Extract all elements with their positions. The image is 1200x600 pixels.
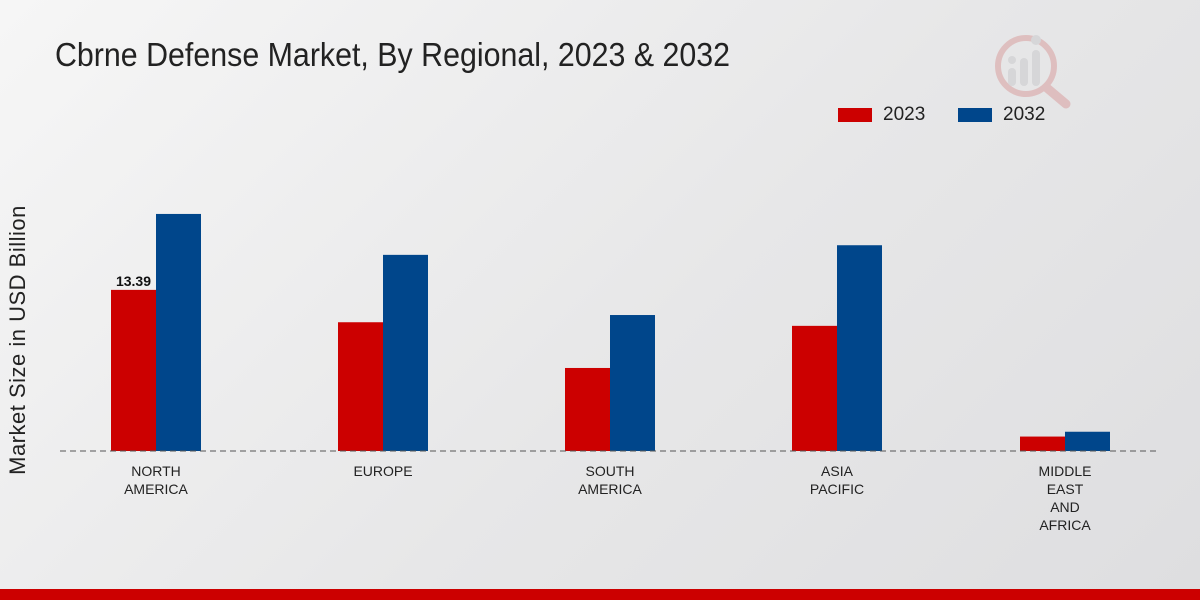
bar-2032-2 <box>610 315 655 451</box>
bottom-accent-bar <box>0 589 1200 600</box>
bar-2032-4 <box>1065 431 1110 451</box>
legend-label-2032: 2032 <box>1003 104 1046 125</box>
x-tick-label-3: ASIA PACIFIC <box>809 463 865 497</box>
analytics-magnifier-icon <box>995 35 1071 109</box>
legend-label-2023: 2023 <box>883 104 926 125</box>
bar-2023-1 <box>338 322 383 451</box>
legend-item-2032: 2032 <box>958 104 1045 126</box>
bar-2032-0 <box>156 213 201 451</box>
legend-swatch-2023 <box>838 108 872 122</box>
bar-2023-3 <box>792 325 837 451</box>
bar-2032-1 <box>383 254 428 451</box>
bar-2023-4 <box>1020 436 1065 451</box>
legend-swatch-2032 <box>958 108 992 122</box>
x-tick-label-2: SOUTH AMERICA <box>578 463 642 497</box>
bar-2023-2 <box>565 367 610 451</box>
bar-2032-3 <box>837 245 882 451</box>
data-label-0: 13.39 <box>116 273 151 289</box>
x-tick-label-0: NORTH AMERICA <box>124 463 188 497</box>
x-tick-label-1: EUROPE <box>353 463 413 479</box>
x-tick-label-4: MIDDLE EAST AND AFRICA <box>1038 463 1092 533</box>
chart-title: Cbrne Defense Market, By Regional, 2023 … <box>55 36 731 73</box>
legend-item-2023: 2023 <box>838 104 925 126</box>
bar-2023-0 <box>111 289 156 451</box>
